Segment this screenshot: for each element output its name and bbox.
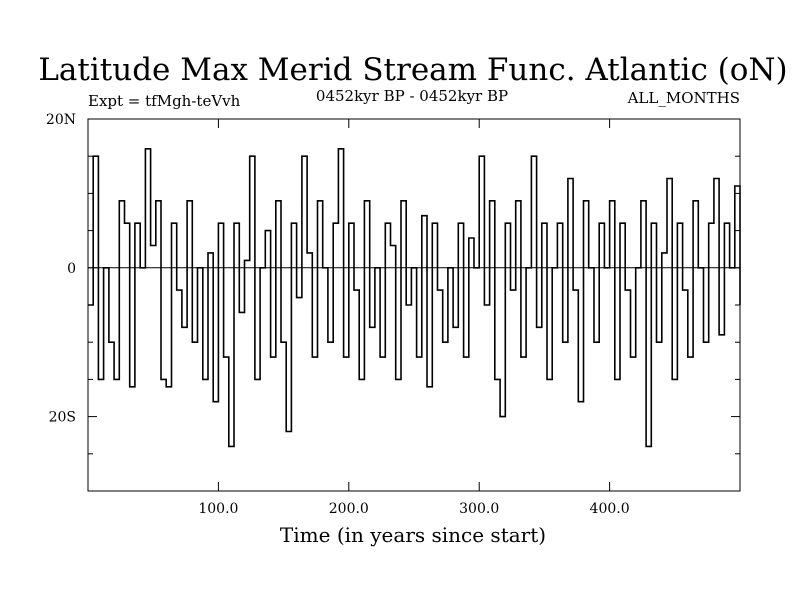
x-tick-label: 400.0	[590, 501, 630, 517]
y-tick-label: 0	[67, 261, 76, 277]
chart-subtitle-experiment: Expt = tfMgh-teVvh	[88, 92, 241, 110]
y-tick-label: 20S	[49, 410, 76, 426]
x-tick-label: 200.0	[329, 501, 369, 517]
chart-subtitle-period: 0452kyr BP - 0452kyr BP	[316, 87, 508, 105]
y-tick-label: 20N	[46, 112, 76, 128]
series-line	[88, 148, 741, 448]
x-axis-label: Time (in years since start)	[280, 523, 546, 547]
chart-subtitle-months: ALL_MONTHS	[627, 89, 740, 107]
x-tick-label: 300.0	[459, 501, 499, 517]
plot-frame	[87, 118, 741, 492]
x-tick-label: 100.0	[198, 501, 238, 517]
plot-area: 100.0 200.0 300.0 400.0 20N 0 20S	[46, 112, 741, 517]
chart-title: Latitude Max Merid Stream Func. Atlantic…	[38, 52, 787, 88]
